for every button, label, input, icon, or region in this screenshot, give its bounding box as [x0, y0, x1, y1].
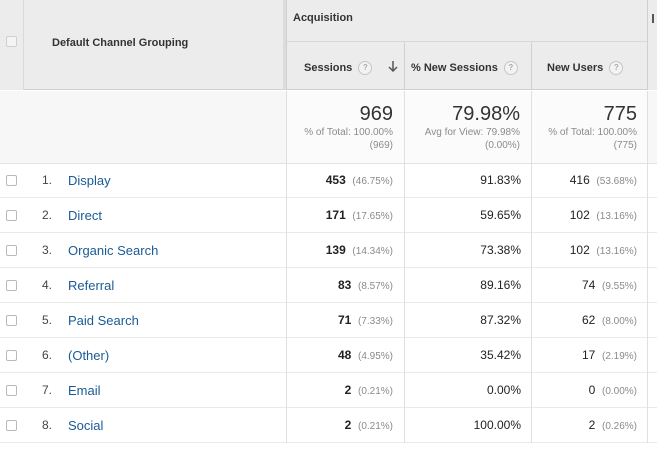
row-checkbox[interactable] [6, 175, 17, 186]
new-users-total-value: 775 [603, 103, 637, 125]
row-checkbox[interactable] [6, 420, 17, 431]
new-sessions-total-value: 79.98% [452, 103, 520, 125]
new-sessions-total: 79.98% Avg for View: 79.98% (0.00%) [404, 91, 531, 164]
row-index: 7. [42, 383, 53, 397]
row-index: 5. [42, 313, 53, 327]
row-index: 6. [42, 348, 53, 362]
new-users-cell: 17 (2.19%) [581, 348, 637, 362]
row-index: 3. [42, 243, 53, 257]
help-icon[interactable]: ? [609, 61, 624, 75]
table-row[interactable]: 6. (Other) 48 (4.95%) 35.42% 17 (2.19%) [0, 338, 657, 373]
new-users-column-header[interactable]: New Users? [531, 42, 647, 90]
new-users-cell: 416 (53.68%) [569, 173, 637, 187]
sessions-cell: 83 (8.57%) [337, 278, 393, 292]
channel-link[interactable]: Display [68, 173, 111, 188]
table-row[interactable]: 8. Social 2 (0.21%) 100.00% 2 (0.26%) [0, 408, 657, 443]
new-users-cell: 74 (9.55%) [581, 278, 637, 292]
new-users-total-percent: % of Total: 100.00% [548, 127, 637, 138]
new-users-cell: 102 (13.16%) [569, 208, 637, 222]
select-all-column-header [0, 0, 24, 90]
next-group-total-edge [647, 91, 657, 164]
row-checkbox[interactable] [6, 385, 17, 396]
table-row[interactable]: 5. Paid Search 71 (7.33%) 87.32% 62 (8.0… [0, 303, 657, 338]
table-row[interactable]: 2. Direct 171 (17.65%) 59.65% 102 (13.16… [0, 198, 657, 233]
acquisition-group-header [286, 0, 647, 42]
new-sessions-cell: 73.38% [480, 243, 521, 257]
row-index: 1. [42, 173, 53, 187]
new-sessions-cell: 87.32% [480, 313, 521, 327]
channel-link[interactable]: Organic Search [68, 243, 159, 258]
table-row[interactable]: 1. Display 453 (46.75%) 91.83% 416 (53.6… [0, 163, 657, 198]
new-users-total-count: (775) [613, 140, 637, 151]
sessions-cell: 139 (14.34%) [325, 243, 393, 257]
row-checkbox[interactable] [6, 350, 17, 361]
row-checkbox[interactable] [6, 245, 17, 256]
select-all-checkbox[interactable] [6, 36, 17, 47]
new-sessions-column-label: % New Sessions [411, 61, 498, 74]
row-checkbox[interactable] [6, 280, 17, 291]
table-row[interactable]: 3. Organic Search 139 (14.34%) 73.38% 10… [0, 233, 657, 268]
dimension-label: Default Channel Grouping [52, 37, 189, 49]
new-sessions-cell: 89.16% [480, 278, 521, 292]
arrow-down-icon[interactable] [388, 60, 398, 72]
table-row[interactable]: 7. Email 2 (0.21%) 0.00% 0 (0.00%) [0, 373, 657, 408]
new-sessions-cell: 35.42% [480, 348, 521, 362]
new-sessions-column-header[interactable]: % New Sessions? [404, 42, 531, 90]
sessions-cell: 48 (4.95%) [337, 348, 393, 362]
new-users-cell: 102 (13.16%) [569, 243, 637, 257]
sessions-cell: 2 (0.21%) [344, 418, 393, 432]
sessions-column-header[interactable]: Sessions? [286, 42, 404, 90]
sessions-column-label: Sessions [304, 61, 353, 74]
sessions-total: 969 % of Total: 100.00% (969) [286, 91, 404, 164]
acquisition-label: Acquisition [293, 12, 353, 24]
sessions-total-count: (969) [369, 140, 393, 151]
new-sessions-total-avg: Avg for View: 79.98% [424, 127, 520, 138]
row-index: 8. [42, 418, 53, 432]
help-icon[interactable]: ? [358, 61, 373, 75]
sessions-cell: 2 (0.21%) [344, 383, 393, 397]
channel-link[interactable]: Referral [68, 278, 115, 293]
sessions-cell: 453 (46.75%) [325, 173, 393, 187]
new-users-column-label: New Users [547, 61, 604, 74]
channel-link[interactable]: (Other) [68, 348, 110, 363]
totals-row-label-area [0, 91, 286, 164]
sessions-total-value: 969 [359, 103, 393, 125]
help-icon[interactable]: ? [503, 61, 518, 75]
dimension-column-header[interactable]: Default Channel Grouping [24, 0, 286, 90]
channel-link[interactable]: Social [68, 418, 104, 433]
row-checkbox[interactable] [6, 315, 17, 326]
sessions-total-percent: % of Total: 100.00% [304, 127, 393, 138]
new-sessions-total-diff: (0.00%) [484, 140, 520, 151]
channel-link[interactable]: Email [68, 383, 101, 398]
new-users-total: 775 % of Total: 100.00% (775) [531, 91, 647, 164]
new-sessions-cell: 0.00% [486, 383, 521, 397]
next-group-header-edge [647, 0, 657, 90]
row-checkbox[interactable] [6, 210, 17, 221]
row-index: 4. [42, 278, 53, 292]
new-users-cell: 62 (8.00%) [581, 313, 637, 327]
sessions-cell: 171 (17.65%) [325, 208, 393, 222]
row-index: 2. [42, 208, 53, 222]
new-sessions-cell: 91.83% [480, 173, 521, 187]
sessions-cell: 71 (7.33%) [337, 313, 393, 327]
new-sessions-cell: 59.65% [480, 208, 521, 222]
channel-link[interactable]: Paid Search [68, 313, 139, 328]
new-sessions-cell: 100.00% [473, 418, 521, 432]
channel-link[interactable]: Direct [68, 208, 102, 223]
new-users-cell: 2 (0.26%) [588, 418, 637, 432]
table-row[interactable]: 4. Referral 83 (8.57%) 89.16% 74 (9.55%) [0, 268, 657, 303]
new-users-cell: 0 (0.00%) [588, 383, 637, 397]
